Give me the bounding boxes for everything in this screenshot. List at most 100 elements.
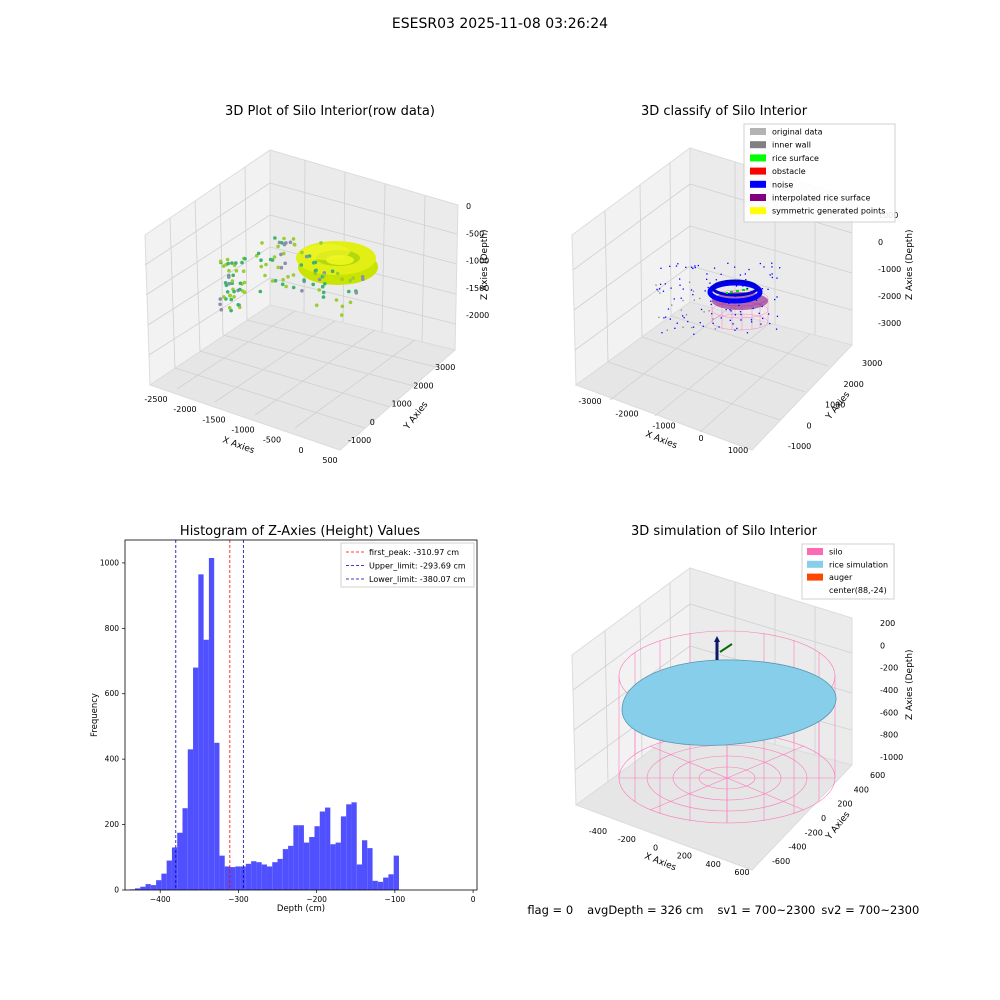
p2-noise-point bbox=[760, 323, 762, 325]
p1-point bbox=[218, 297, 223, 301]
p1-point bbox=[229, 308, 233, 313]
p2-y-tick-label: 1000 bbox=[825, 401, 845, 410]
p2-wall-point bbox=[688, 281, 691, 283]
p1-point bbox=[334, 298, 339, 302]
p1-point bbox=[225, 290, 230, 294]
p2-noise-point bbox=[752, 307, 754, 310]
p2-noise-point bbox=[700, 308, 703, 311]
p2-wall-point bbox=[682, 299, 684, 302]
histogram-bar bbox=[224, 866, 231, 890]
histogram-bar bbox=[245, 863, 252, 890]
histogram-plot: −400 −300 −200 −100 0 0 200 400 600 800 1000 Dept… bbox=[90, 539, 478, 914]
p2-noise-point bbox=[713, 267, 716, 269]
p2-noise-point bbox=[775, 328, 778, 330]
p2-z-tick-label: -2000 bbox=[878, 292, 901, 301]
p1-point bbox=[231, 273, 235, 278]
p1-point bbox=[242, 290, 247, 294]
p2-noise-point bbox=[728, 294, 730, 296]
histogram-bar bbox=[156, 880, 162, 890]
panel4-title: 3D simulation of Silo Interior bbox=[631, 524, 817, 539]
p2-noise-point bbox=[679, 278, 681, 280]
p4-zlabel: Z Axies (Depth) bbox=[905, 649, 915, 720]
p1-point bbox=[263, 273, 267, 278]
histogram-bar bbox=[319, 811, 326, 890]
p2-wall-point bbox=[692, 290, 695, 292]
p2-noise-point bbox=[709, 282, 711, 284]
p2-noise-point bbox=[669, 265, 671, 267]
p1-point bbox=[330, 269, 335, 273]
p2-legend-swatch bbox=[750, 128, 766, 135]
histogram-bar bbox=[388, 874, 394, 890]
p2-noise-point bbox=[692, 326, 695, 328]
p1-point bbox=[270, 279, 275, 283]
p2-noise-point bbox=[675, 265, 678, 267]
p1-point bbox=[238, 281, 243, 286]
histogram-bar bbox=[330, 844, 336, 890]
p2-noise-point bbox=[706, 273, 708, 275]
p1-point bbox=[291, 273, 296, 277]
p2-noise-point bbox=[771, 276, 773, 279]
p2-noise-point bbox=[717, 298, 719, 300]
p2-x-tick-label: 1000 bbox=[728, 446, 748, 455]
p2-legend-swatch bbox=[750, 167, 766, 175]
histogram-bar bbox=[362, 840, 368, 890]
histogram-bar bbox=[198, 574, 204, 890]
histogram-y-tick-label: 400 bbox=[105, 755, 120, 764]
p2-legend-swatch bbox=[750, 194, 766, 201]
histogram-bar bbox=[240, 866, 246, 890]
p1-point bbox=[307, 254, 312, 258]
p2-x-tick-label: -2000 bbox=[615, 409, 638, 418]
p2-noise-point bbox=[768, 313, 770, 315]
p1-point bbox=[222, 295, 226, 299]
p2-xlabel: X Axies bbox=[644, 430, 679, 452]
p4-legend-swatch bbox=[807, 573, 823, 581]
p2-noise-point bbox=[711, 313, 713, 315]
histogram-bar bbox=[214, 742, 220, 890]
p1-point bbox=[226, 261, 230, 266]
p1-point bbox=[284, 284, 288, 289]
p2-noise-point bbox=[694, 266, 696, 269]
p2-noise-point bbox=[761, 305, 763, 308]
histogram-bar bbox=[161, 873, 167, 890]
histogram-bar bbox=[230, 867, 236, 890]
p2-wall-point bbox=[655, 284, 657, 286]
p2-noise-point bbox=[677, 263, 679, 265]
p1-point bbox=[340, 304, 345, 309]
panel3-title: Histogram of Z-Axies (Height) Values bbox=[179, 524, 421, 539]
p1-z-tick-label: -1500 bbox=[466, 284, 489, 293]
histogram-bar bbox=[377, 881, 384, 890]
sv2-text: sv2 = 700~2300 bbox=[821, 903, 920, 917]
p2-wall-point bbox=[691, 326, 693, 329]
p1-point bbox=[218, 259, 223, 264]
p2-noise-point bbox=[730, 310, 732, 312]
p2-noise-point bbox=[769, 322, 771, 325]
histogram-y-tick-label: 200 bbox=[105, 820, 120, 829]
p1-rice-surface-cluster bbox=[296, 241, 378, 285]
p4-legend: silo rice simulation auger center(88,-24) bbox=[801, 543, 895, 600]
p2-wall-point bbox=[699, 297, 701, 300]
p2-noise-point bbox=[727, 262, 729, 264]
p1-floor-pane bbox=[148, 304, 457, 451]
p4-y-tick-label: 400 bbox=[854, 785, 869, 794]
p1-point bbox=[279, 252, 283, 257]
p2-noise-point bbox=[725, 282, 727, 284]
histogram-ylabel: Frequency bbox=[90, 693, 100, 737]
histogram-x-tick-label: −200 bbox=[306, 895, 327, 904]
p2-noise-point bbox=[759, 262, 761, 265]
p2-noise-point bbox=[751, 321, 753, 323]
p4-z-tick-label: -800 bbox=[880, 731, 898, 740]
histogram-bar bbox=[367, 848, 373, 890]
p1-point bbox=[292, 243, 297, 247]
p2-noise-point bbox=[728, 302, 731, 304]
p2-noise-point bbox=[734, 295, 737, 297]
p1-point bbox=[351, 276, 355, 280]
histogram-bar bbox=[282, 849, 289, 890]
p1-point bbox=[317, 277, 322, 282]
p1-point bbox=[276, 244, 280, 249]
histogram-bar bbox=[346, 804, 352, 890]
p2-noise-point bbox=[771, 266, 773, 268]
p1-point bbox=[304, 254, 309, 259]
p2-scatter-points bbox=[655, 262, 781, 335]
p4-y-tick-label: -200 bbox=[805, 828, 823, 837]
histogram-bar bbox=[309, 837, 315, 890]
